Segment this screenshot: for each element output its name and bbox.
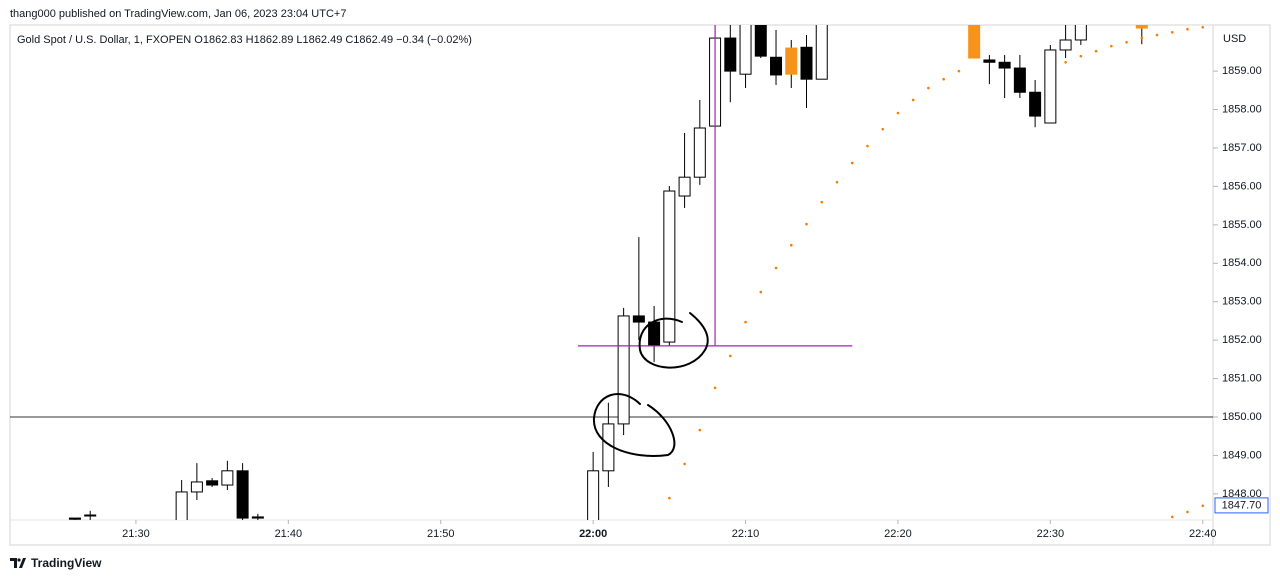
footer: TradingView — [31, 556, 102, 570]
candle-body — [739, 25, 752, 75]
x-tick-label: 22:40 — [1189, 528, 1217, 540]
candle-body — [236, 470, 249, 519]
indicator-dot — [789, 243, 793, 247]
candle-body — [84, 514, 97, 517]
x-tick-label: 21:50 — [427, 528, 455, 540]
indicator-dot — [1201, 26, 1205, 29]
indicator-dot — [1155, 33, 1159, 37]
indicator-dot — [866, 144, 869, 148]
candle-body — [1013, 67, 1026, 93]
indicator-dot — [668, 496, 671, 500]
y-tick-label: 1852.00 — [1222, 334, 1262, 346]
y-tick-label: 1848.00 — [1222, 488, 1262, 500]
candle-body — [617, 315, 630, 425]
candle-body — [1044, 49, 1057, 124]
candle-body — [190, 481, 203, 493]
candle-body — [206, 480, 219, 486]
indicator-dot — [1125, 40, 1128, 44]
y-tick-label: 1849.00 — [1222, 449, 1262, 461]
candle-body — [587, 470, 600, 520]
x-tick-label: 21:40 — [275, 528, 303, 540]
indicator-dot — [896, 111, 900, 115]
candle-body — [648, 321, 661, 347]
currency: USD — [1223, 33, 1246, 45]
indicator-dot — [683, 462, 686, 466]
candle-body — [678, 176, 691, 197]
x-tick-label: 22:30 — [1037, 528, 1065, 540]
ellipse — [592, 393, 676, 457]
candle-body — [68, 517, 81, 520]
x-tick-label: 21:30 — [122, 528, 150, 540]
price-label-box — [1214, 497, 1269, 514]
candle-body — [724, 37, 737, 72]
indicator-dot — [1170, 31, 1174, 34]
x-tick-label: 22:00 — [579, 528, 607, 540]
indicator-dot — [713, 386, 717, 390]
candle-body — [175, 491, 188, 520]
indicator-dot — [942, 77, 945, 81]
indicator-dot — [881, 127, 885, 131]
indicator-dot — [805, 222, 808, 226]
candle-body — [800, 46, 813, 80]
y-tick-label: 1854.00 — [1222, 257, 1262, 269]
indicator-dot — [729, 354, 732, 358]
y-tick-label: 1857.00 — [1222, 142, 1262, 154]
indicator-dot — [759, 290, 763, 294]
x-tick-label: 22:10 — [732, 528, 760, 540]
candle-body — [815, 25, 828, 80]
legend: Gold Spot / U.S. Dollar, 1, FXOPEN O1862… — [17, 34, 472, 46]
candle-body — [785, 47, 798, 75]
indicator-dot — [1186, 510, 1189, 514]
candle-body — [251, 516, 264, 519]
indicator-dot — [1186, 27, 1189, 31]
candle-body — [1135, 25, 1148, 29]
indicator-dot — [1079, 54, 1083, 58]
candle-body — [983, 59, 996, 63]
y-tick-label: 1855.00 — [1222, 219, 1262, 231]
indicator-dot — [850, 161, 854, 165]
y-tick-label: 1850.00 — [1222, 411, 1262, 423]
candle-body — [770, 56, 783, 76]
indicator-dot — [744, 320, 747, 324]
candle-body — [693, 127, 706, 178]
y-tick-label: 1859.00 — [1222, 65, 1262, 77]
price-label: 1847.70 — [1222, 499, 1262, 511]
indicator-dot — [820, 200, 824, 204]
indicator-dot — [1201, 504, 1205, 508]
y-tick-label: 1856.00 — [1222, 180, 1262, 192]
candle-body — [221, 470, 234, 486]
candle-body — [754, 25, 767, 57]
header: thang000 published on TradingView.com, J… — [10, 8, 346, 20]
ellipse — [638, 312, 709, 369]
indicator-dot — [1094, 49, 1098, 53]
indicator-dot — [1170, 515, 1174, 519]
hand-drawing — [592, 312, 709, 457]
x-tick-label: 22:20 — [884, 528, 912, 540]
indicator-dot — [1110, 44, 1113, 48]
indicator-dot — [927, 86, 930, 90]
candle-body — [663, 190, 676, 343]
candle-body — [1029, 91, 1042, 117]
y-tick-label: 1858.00 — [1222, 103, 1262, 115]
plot — [10, 25, 1213, 520]
indicator-dot — [1064, 60, 1067, 64]
frame — [9, 24, 1271, 546]
logo — [10, 558, 26, 568]
indicator-dot — [835, 180, 839, 184]
candle-body — [968, 25, 981, 59]
candle-body — [1074, 25, 1087, 41]
indicator-dot — [957, 69, 961, 73]
y-tick-label: 1851.00 — [1222, 372, 1262, 384]
indicator-dot — [698, 428, 702, 432]
candle-body — [998, 61, 1011, 69]
indicator-dot — [774, 266, 778, 270]
indicator-dot — [911, 98, 915, 102]
indicator-dot — [1140, 36, 1144, 40]
candle-body — [632, 315, 645, 323]
candle-body — [1059, 39, 1072, 51]
y-tick-label: 1853.00 — [1222, 296, 1262, 308]
